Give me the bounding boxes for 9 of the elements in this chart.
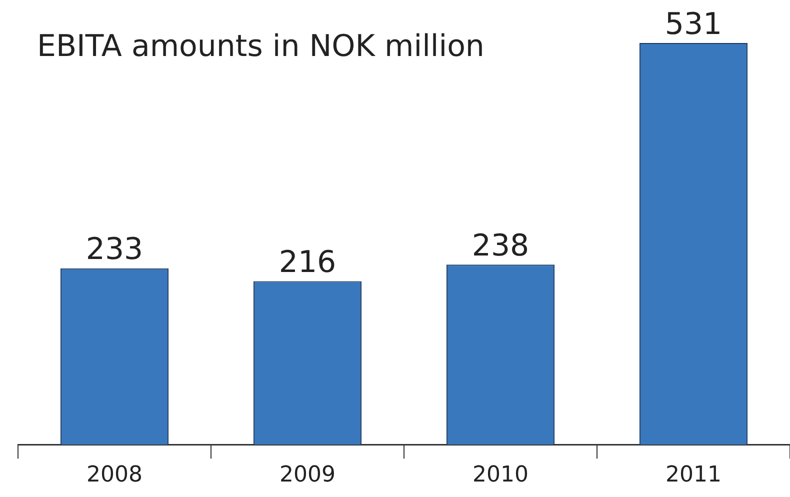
data-label: 531	[664, 6, 722, 42]
data-label: 216	[278, 245, 336, 280]
x-tick-label: 2008	[86, 462, 142, 488]
x-tick-label: 2010	[472, 462, 528, 488]
chart-title: EBITA amounts in NOK million	[37, 29, 484, 64]
x-tick-label: 2011	[666, 462, 722, 488]
data-label: 233	[86, 232, 144, 268]
data-label: 238	[472, 228, 530, 264]
x-tick-label: 2009	[280, 462, 336, 488]
